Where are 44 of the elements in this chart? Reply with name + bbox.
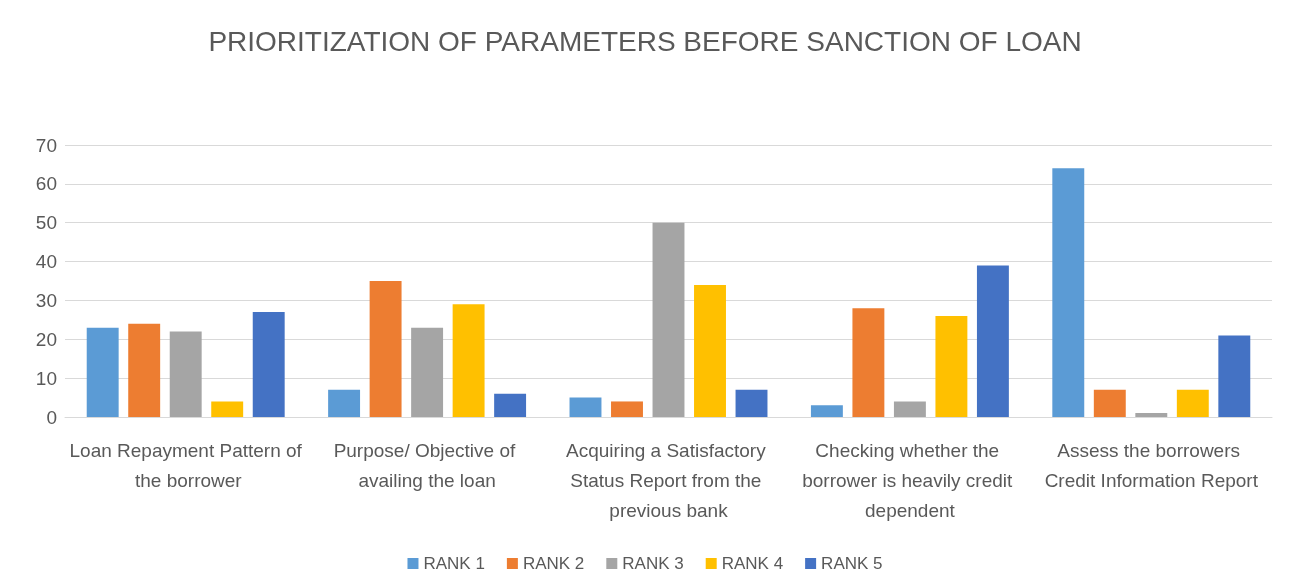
bar (569, 397, 602, 417)
bar (976, 265, 1009, 417)
legend-label: RANK 5 (821, 554, 883, 573)
y-tick-label: 20 (35, 328, 57, 350)
y-tick-label: 60 (35, 173, 57, 195)
bar (735, 389, 768, 417)
x-tick-label: Loan Repayment Pattern of the borrower (69, 439, 303, 491)
y-tick-label: 0 (46, 406, 57, 428)
bar (452, 304, 485, 417)
bar (252, 312, 285, 417)
bar (893, 401, 926, 417)
bar (211, 401, 244, 417)
bar (1218, 335, 1251, 417)
y-tick-label: 40 (35, 251, 57, 273)
bar (369, 281, 402, 417)
bar (1135, 413, 1168, 417)
legend-label: RANK 1 (423, 554, 485, 573)
bar (494, 393, 527, 417)
y-tick-label: 50 (35, 212, 57, 234)
bar (328, 389, 361, 417)
bar (1176, 389, 1209, 417)
y-tick-label: 30 (35, 289, 57, 311)
bar (411, 327, 444, 417)
x-tick-label: Checking whether the borrower is heavily credit dependent (802, 439, 1018, 521)
bar (694, 284, 726, 417)
bar (169, 331, 202, 417)
legend-label: RANK 2 (522, 554, 585, 573)
x-tick-label: Acquiring a Satisfactory Status Report from the previous bank (566, 439, 771, 521)
y-tick-label: 70 (35, 134, 57, 156)
y-tick-label: 10 (35, 367, 57, 389)
bar (1052, 168, 1085, 417)
legend-label: RANK 3 (622, 554, 684, 573)
bar (652, 222, 685, 417)
chart-title: PRIORITIZATION OF PARAMETERS BEFORE SANCTION OF LOAN (208, 25, 1082, 57)
bar (128, 323, 161, 417)
bar (935, 315, 968, 417)
legend-label: RANK 4 (721, 554, 784, 573)
bar (611, 401, 643, 417)
bar (852, 308, 885, 417)
bar (86, 327, 119, 417)
x-tick-label: Assess the borrowers Credit Information Report (1044, 439, 1259, 491)
bar (810, 405, 843, 417)
x-tick-label: Purpose/ Objective of availing the loan (333, 439, 521, 491)
bar (1093, 389, 1126, 417)
